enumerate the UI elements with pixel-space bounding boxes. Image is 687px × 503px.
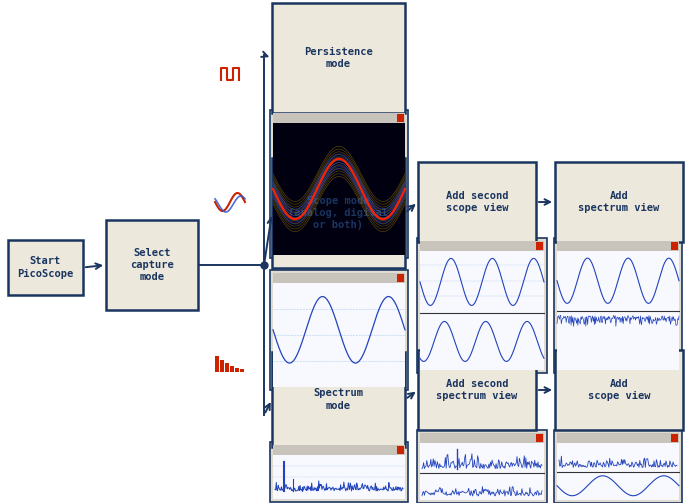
FancyBboxPatch shape xyxy=(555,162,683,242)
FancyBboxPatch shape xyxy=(557,443,679,500)
FancyBboxPatch shape xyxy=(555,350,683,430)
FancyBboxPatch shape xyxy=(536,434,543,442)
FancyBboxPatch shape xyxy=(418,350,536,430)
FancyBboxPatch shape xyxy=(273,445,405,455)
FancyBboxPatch shape xyxy=(240,369,244,372)
FancyBboxPatch shape xyxy=(417,238,547,373)
FancyBboxPatch shape xyxy=(397,274,404,282)
FancyBboxPatch shape xyxy=(273,273,405,283)
FancyBboxPatch shape xyxy=(418,162,536,242)
FancyBboxPatch shape xyxy=(420,251,544,370)
FancyBboxPatch shape xyxy=(420,241,544,251)
FancyBboxPatch shape xyxy=(671,242,678,250)
FancyBboxPatch shape xyxy=(270,110,408,258)
FancyBboxPatch shape xyxy=(557,241,679,251)
Text: Scope mode
(analog, digital
or both): Scope mode (analog, digital or both) xyxy=(289,196,389,230)
FancyBboxPatch shape xyxy=(417,430,547,503)
Text: Select
capture
mode: Select capture mode xyxy=(130,247,174,282)
Text: Add
spectrum view: Add spectrum view xyxy=(578,191,660,213)
FancyBboxPatch shape xyxy=(554,238,682,373)
FancyBboxPatch shape xyxy=(420,433,544,443)
FancyBboxPatch shape xyxy=(8,240,83,295)
FancyBboxPatch shape xyxy=(557,251,679,370)
FancyBboxPatch shape xyxy=(106,220,198,310)
Text: Add second
scope view: Add second scope view xyxy=(446,191,508,213)
Text: Add
scope view: Add scope view xyxy=(588,379,651,401)
FancyBboxPatch shape xyxy=(671,434,678,442)
FancyBboxPatch shape xyxy=(420,443,544,500)
Text: Start
PicoScope: Start PicoScope xyxy=(17,257,74,279)
FancyBboxPatch shape xyxy=(273,455,405,499)
FancyBboxPatch shape xyxy=(557,433,679,443)
FancyBboxPatch shape xyxy=(397,114,404,122)
Text: Add second
spectrum view: Add second spectrum view xyxy=(436,379,517,401)
FancyBboxPatch shape xyxy=(272,352,405,447)
FancyBboxPatch shape xyxy=(235,368,239,372)
FancyBboxPatch shape xyxy=(554,430,682,503)
FancyBboxPatch shape xyxy=(270,442,408,502)
FancyBboxPatch shape xyxy=(215,356,219,372)
FancyBboxPatch shape xyxy=(536,242,543,250)
FancyBboxPatch shape xyxy=(273,113,405,123)
FancyBboxPatch shape xyxy=(272,3,405,113)
Text: Spectrum
mode: Spectrum mode xyxy=(313,388,363,411)
FancyBboxPatch shape xyxy=(225,363,229,372)
FancyBboxPatch shape xyxy=(272,158,405,268)
FancyBboxPatch shape xyxy=(397,446,404,454)
FancyBboxPatch shape xyxy=(230,366,234,372)
FancyBboxPatch shape xyxy=(220,360,224,372)
Text: Persistence
mode: Persistence mode xyxy=(304,47,373,69)
FancyBboxPatch shape xyxy=(273,123,405,255)
FancyBboxPatch shape xyxy=(270,270,408,390)
FancyBboxPatch shape xyxy=(273,283,405,387)
